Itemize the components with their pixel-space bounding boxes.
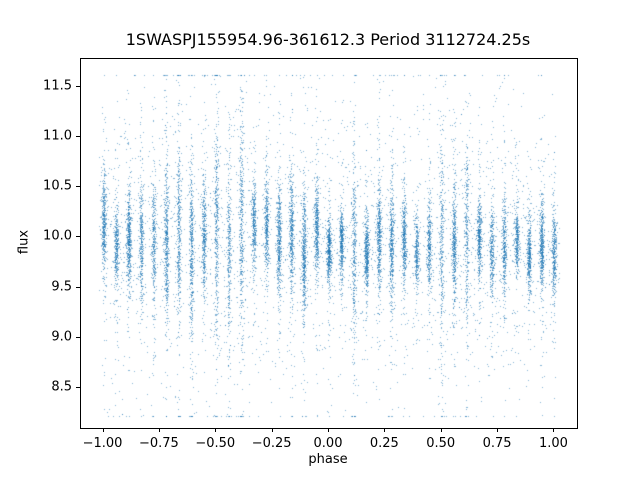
x-tick-mark	[384, 428, 386, 432]
x-tick-mark	[271, 428, 273, 432]
x-tick-mark	[158, 428, 160, 432]
x-tick-label: 0.75	[482, 436, 512, 451]
x-tick-mark	[497, 428, 499, 432]
y-tick-mark	[76, 286, 80, 288]
y-tick-label: 11.0	[43, 128, 72, 144]
y-tick-mark	[76, 336, 80, 338]
x-axis-label: phase	[308, 452, 348, 467]
x-tick-mark	[440, 428, 442, 432]
y-tick-label: 11.5	[43, 78, 72, 94]
y-axis-label: flux	[16, 229, 32, 255]
y-tick-mark	[76, 236, 80, 238]
x-tick-mark	[553, 428, 555, 432]
y-tick-mark	[76, 136, 80, 138]
y-tick-label: 10.5	[43, 178, 72, 194]
y-tick-label: 9.0	[51, 329, 72, 345]
x-tick-label: −0.50	[195, 436, 236, 451]
y-tick-label: 8.5	[51, 379, 72, 395]
y-tick-mark	[76, 86, 80, 88]
x-tick-label: −0.75	[138, 436, 179, 451]
x-tick-mark	[102, 428, 104, 432]
x-tick-label: −0.25	[251, 436, 292, 451]
y-tick-mark	[76, 386, 80, 388]
y-tick-label: 9.5	[51, 279, 72, 295]
x-tick-label: 0.00	[313, 436, 343, 451]
plot-area	[81, 59, 577, 428]
x-tick-label: 0.50	[426, 436, 456, 451]
x-tick-mark	[328, 428, 329, 432]
y-tick-mark	[76, 186, 80, 188]
x-tick-mark	[215, 428, 217, 432]
x-tick-label: 0.25	[369, 436, 399, 451]
x-tick-label: −1.00	[82, 436, 123, 451]
x-tick-label: 1.00	[538, 436, 568, 451]
y-tick-label: 10.0	[43, 228, 72, 244]
chart-title: 1SWASPJ155954.96-361612.3 Period 3112724…	[125, 30, 531, 49]
